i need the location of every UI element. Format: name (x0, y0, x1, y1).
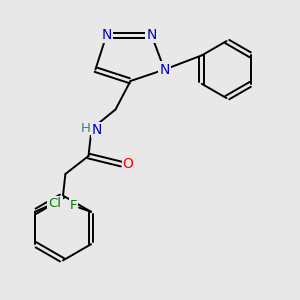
Text: N: N (92, 123, 102, 137)
Text: Cl: Cl (49, 197, 62, 210)
Text: N: N (146, 28, 157, 42)
Text: F: F (70, 199, 77, 212)
Text: N: N (101, 28, 112, 42)
Text: N: N (159, 63, 170, 76)
Text: H: H (81, 122, 91, 135)
Text: O: O (123, 157, 134, 171)
